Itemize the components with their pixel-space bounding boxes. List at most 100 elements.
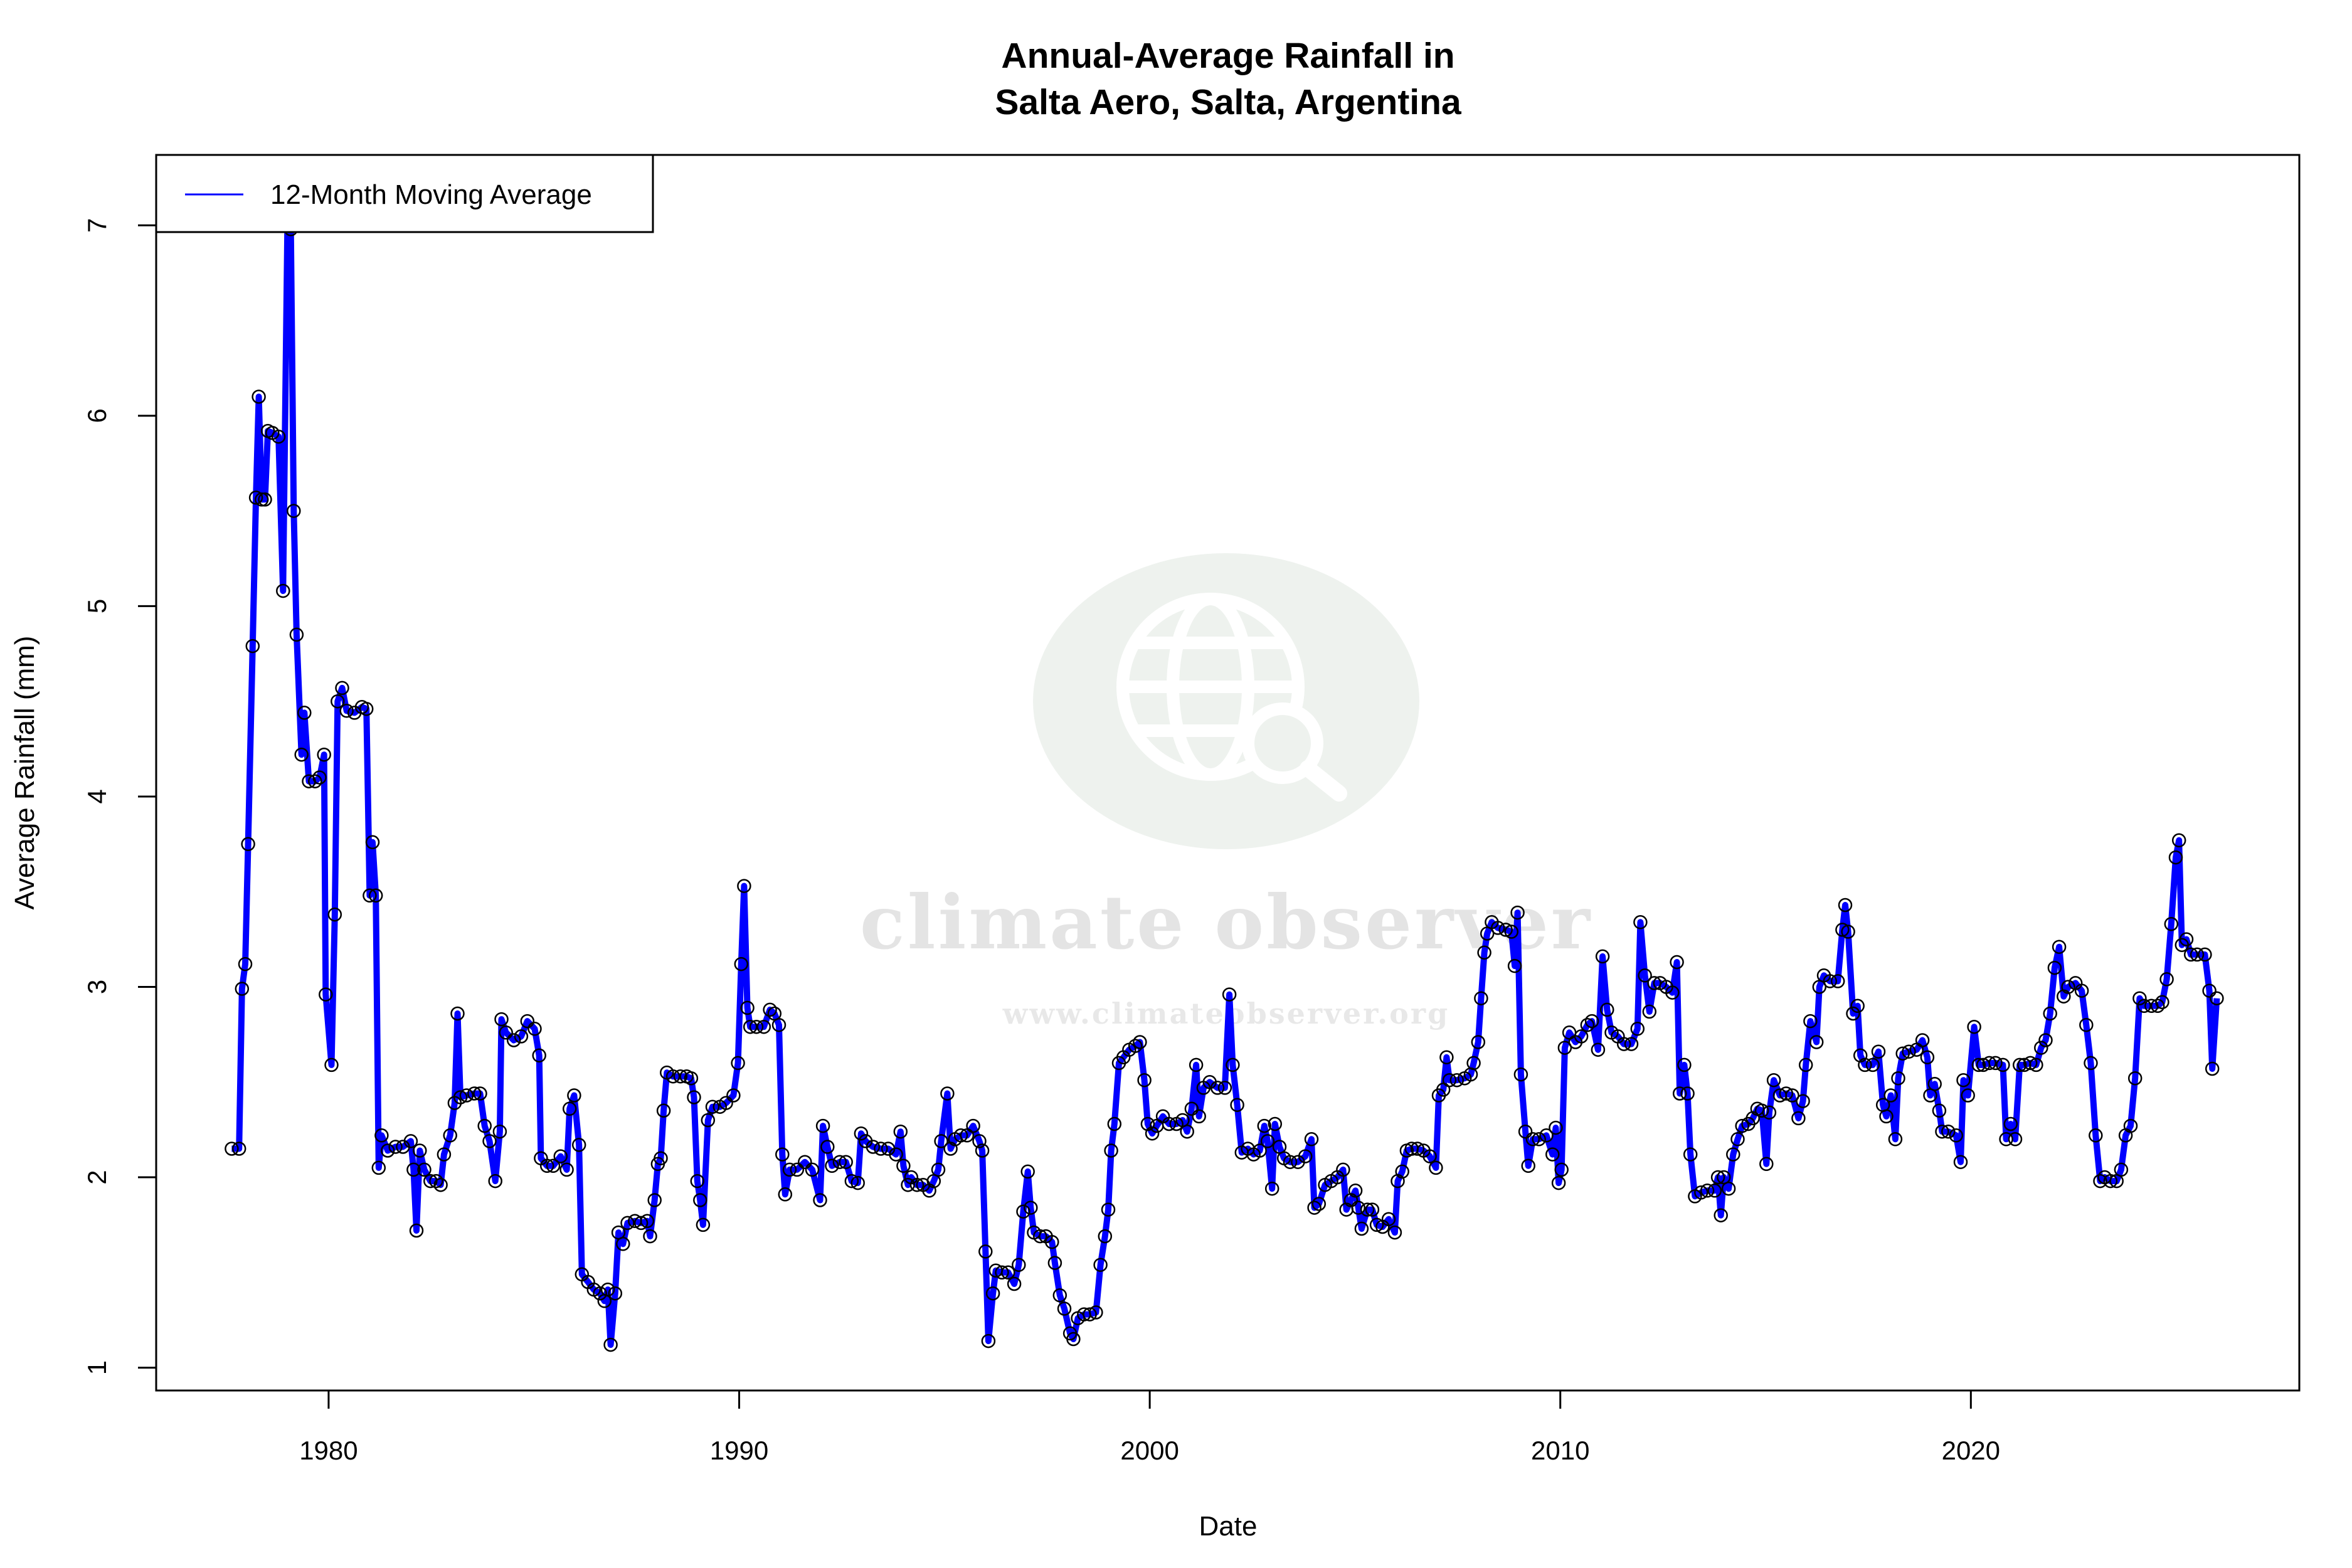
data-point bbox=[2179, 932, 2194, 946]
data-point bbox=[1707, 1184, 1722, 1198]
data-point bbox=[620, 1216, 635, 1231]
data-point bbox=[459, 1088, 474, 1103]
data-point bbox=[633, 1216, 649, 1231]
data-point bbox=[1677, 1057, 1692, 1073]
data-point bbox=[1449, 1073, 1465, 1088]
data-point bbox=[616, 1237, 630, 1251]
data-point bbox=[1680, 1086, 1695, 1101]
x-tick-label: 2020 bbox=[1942, 1436, 2000, 1465]
data-point bbox=[1714, 1208, 1728, 1222]
data-point bbox=[248, 490, 263, 505]
data-point bbox=[2043, 1006, 2057, 1021]
data-point bbox=[1700, 1184, 1715, 1198]
data-point bbox=[854, 1126, 869, 1141]
data-point bbox=[737, 879, 751, 893]
data-point bbox=[1510, 905, 1525, 920]
data-point bbox=[647, 1193, 662, 1207]
data-point bbox=[1835, 923, 1850, 937]
data-point bbox=[559, 1162, 574, 1177]
data-point bbox=[327, 907, 342, 922]
data-point bbox=[832, 1155, 847, 1169]
data-point bbox=[995, 1265, 1009, 1280]
data-point bbox=[1803, 1014, 1818, 1029]
data-point bbox=[1879, 1109, 1894, 1124]
data-point bbox=[1083, 1307, 1097, 1322]
data-point bbox=[953, 1128, 968, 1143]
data-point bbox=[1779, 1086, 1794, 1101]
data-point bbox=[1574, 1029, 1589, 1044]
watermark-text: climate observer bbox=[860, 879, 1592, 966]
data-point bbox=[931, 1162, 946, 1177]
data-point bbox=[1591, 1042, 1606, 1057]
data-point bbox=[1830, 974, 1845, 988]
data-point bbox=[1184, 1101, 1199, 1116]
data-point bbox=[1133, 1035, 1147, 1049]
data-point bbox=[571, 1138, 586, 1152]
data-point bbox=[1996, 1057, 2010, 1073]
data-point bbox=[1192, 1109, 1206, 1124]
data-point bbox=[656, 1103, 671, 1118]
data-point bbox=[820, 1140, 835, 1154]
data-point bbox=[413, 1143, 427, 1158]
data-point bbox=[1422, 1149, 1437, 1163]
data-point bbox=[705, 1099, 720, 1114]
data-point bbox=[1513, 1067, 1528, 1082]
data-point bbox=[406, 1162, 421, 1177]
data-point bbox=[276, 583, 290, 598]
data-point bbox=[1107, 1116, 1122, 1131]
data-point bbox=[1348, 1184, 1363, 1198]
data-point bbox=[2089, 1128, 2103, 1143]
data-point bbox=[1471, 1035, 1486, 1049]
data-point bbox=[975, 1143, 990, 1158]
data-point bbox=[901, 1177, 915, 1192]
data-point bbox=[1932, 1103, 1947, 1118]
data-point bbox=[2029, 1057, 2043, 1073]
data-point bbox=[482, 1134, 497, 1148]
data-point bbox=[1796, 1094, 1810, 1108]
data-point bbox=[673, 1069, 688, 1084]
data-point bbox=[978, 1244, 993, 1259]
data-point bbox=[520, 1014, 535, 1029]
data-point bbox=[1381, 1212, 1396, 1227]
data-point bbox=[473, 1086, 487, 1101]
data-point bbox=[740, 1000, 755, 1015]
data-point bbox=[1016, 1204, 1030, 1219]
data-point bbox=[297, 706, 312, 720]
data-point bbox=[365, 835, 380, 850]
data-point bbox=[850, 1175, 865, 1190]
data-point bbox=[245, 638, 260, 654]
data-point bbox=[1217, 1081, 1232, 1095]
data-point bbox=[1545, 1147, 1560, 1162]
data-point bbox=[1360, 1202, 1375, 1217]
data-point bbox=[258, 492, 272, 507]
data-point bbox=[562, 1101, 577, 1116]
data-point bbox=[1735, 1118, 1749, 1133]
data-point bbox=[981, 1333, 996, 1348]
data-point bbox=[2202, 983, 2217, 998]
data-point bbox=[749, 1019, 764, 1034]
data-point bbox=[972, 1134, 987, 1148]
data-point bbox=[1865, 1057, 1880, 1073]
data-point bbox=[839, 1155, 853, 1169]
data-point bbox=[1222, 987, 1237, 1002]
data-point bbox=[1298, 1149, 1313, 1163]
data-point bbox=[1754, 1103, 1769, 1118]
data-point bbox=[600, 1282, 615, 1297]
data-point bbox=[813, 1193, 827, 1207]
data-point bbox=[743, 1019, 758, 1034]
data-point bbox=[1007, 1276, 1022, 1291]
data-point bbox=[1504, 924, 1519, 939]
data-point bbox=[254, 492, 269, 507]
data-point bbox=[731, 1056, 745, 1071]
data-point bbox=[1670, 955, 1684, 970]
data-point bbox=[335, 681, 349, 696]
data-point bbox=[1642, 1004, 1657, 1019]
data-point bbox=[1809, 1035, 1824, 1049]
x-tick-label: 2010 bbox=[1531, 1436, 1589, 1465]
data-point bbox=[726, 1088, 741, 1103]
chart-subtitle: Salta Aero, Salta, Argentina bbox=[995, 82, 1462, 122]
data-point bbox=[380, 1143, 395, 1158]
data-point bbox=[1902, 1044, 1916, 1059]
data-point bbox=[231, 1142, 246, 1156]
